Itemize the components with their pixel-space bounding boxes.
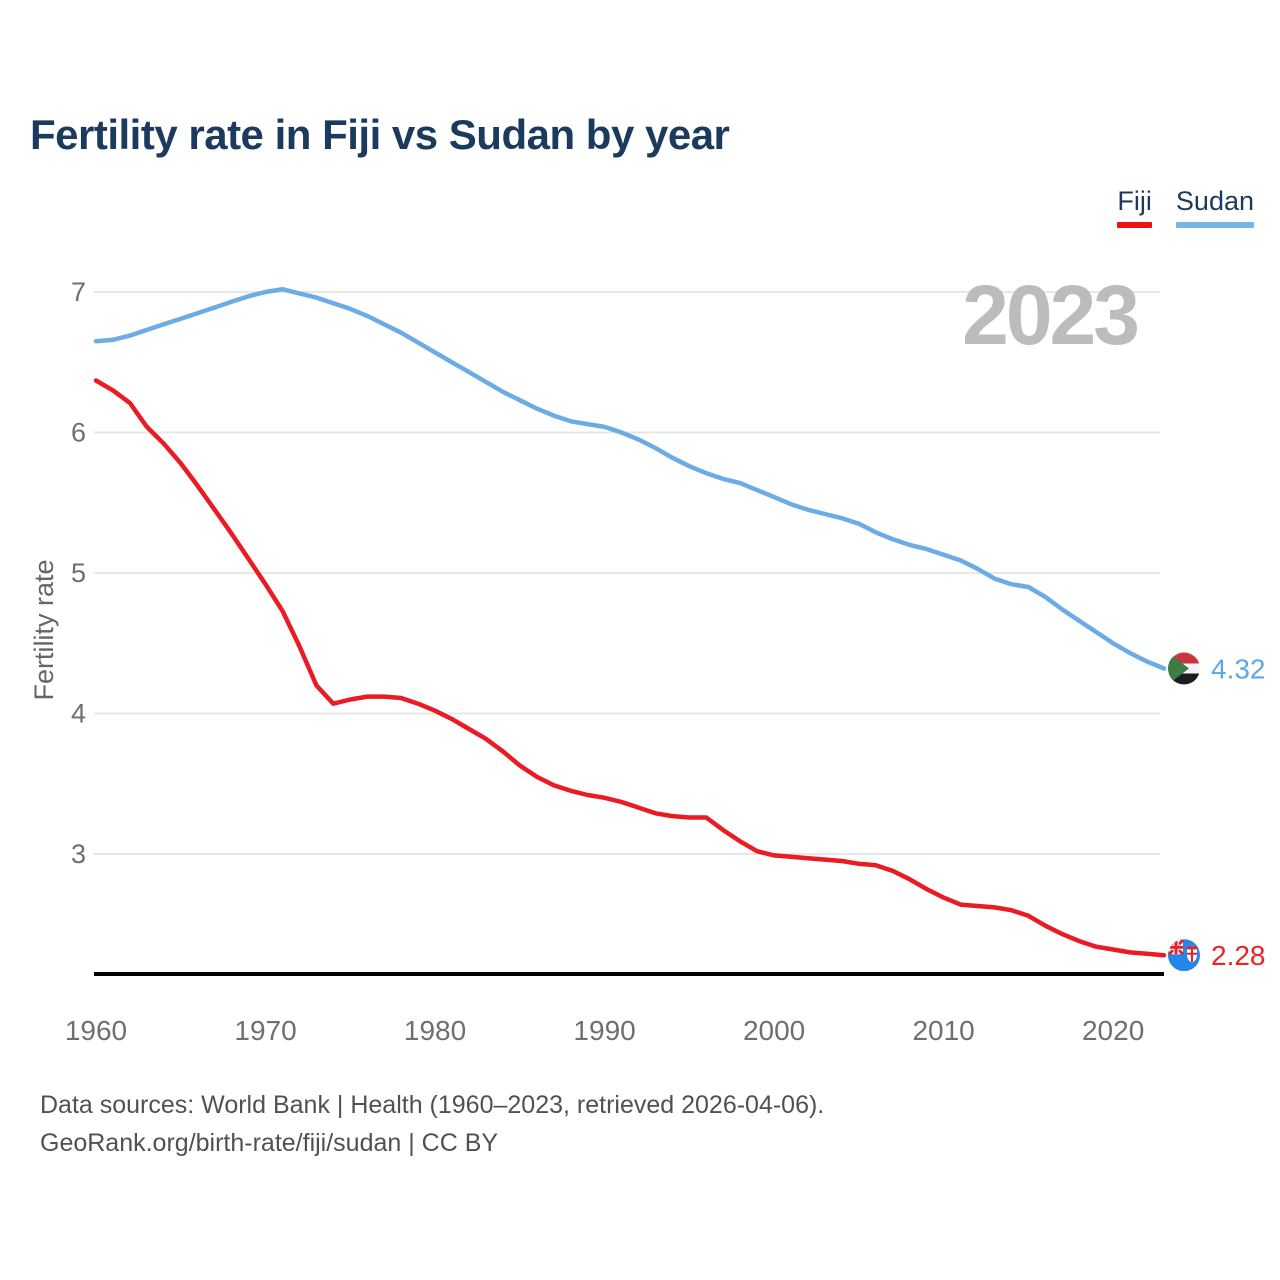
legend-item-fiji[interactable]: Fiji	[1117, 186, 1152, 228]
fiji-flag-icon	[1168, 939, 1200, 972]
legend-swatch-fiji	[1117, 222, 1152, 228]
x-tick-label-2020: 2020	[1082, 1015, 1144, 1046]
legend-swatch-sudan	[1175, 222, 1254, 228]
y-tick-label-6: 6	[71, 418, 86, 448]
legend-label-sudan: Sudan	[1175, 186, 1254, 216]
x-tick-label-1970: 1970	[234, 1015, 296, 1046]
license-line: GeoRank.org/birth-rate/fiji/sudan | CC B…	[40, 1129, 499, 1157]
y-tick-label-5: 5	[71, 558, 86, 588]
y-tick-label-7: 7	[71, 277, 86, 307]
x-tick-label-2010: 2010	[912, 1015, 974, 1046]
gridlines	[94, 291, 1160, 855]
sudan-line	[93, 286, 1167, 671]
y-axis-title: Fertility rate	[29, 559, 59, 700]
x-axis-line	[94, 972, 1164, 976]
attribution-footer: Data sources: World Bank | Health (1960–…	[40, 1086, 824, 1162]
legend-label-fiji: Fiji	[1117, 186, 1152, 216]
axis-tick-labels: 3 4 5 6 7 1960 1970 1980 1990 2000 2010 2020	[65, 277, 1144, 1046]
legend-item-sudan[interactable]: Sudan	[1175, 186, 1254, 228]
x-tick-label-1960: 1960	[65, 1015, 127, 1046]
x-tick-label-1980: 1980	[404, 1015, 466, 1046]
sudan-flag-icon	[1168, 652, 1200, 685]
fiji-end-label: 2.28	[1168, 939, 1266, 972]
x-tick-label-1990: 1990	[573, 1015, 635, 1046]
x-tick-label-2000: 2000	[743, 1015, 805, 1046]
data-sources-line: Data sources: World Bank | Health (1960–…	[40, 1091, 825, 1119]
series-lines	[93, 286, 1167, 958]
fiji-end-value: 2.28	[1211, 940, 1266, 971]
y-tick-label-4: 4	[71, 699, 86, 729]
fiji-line	[93, 378, 1167, 958]
y-tick-label-3: 3	[71, 839, 86, 869]
chart-legend: Fiji Sudan	[1117, 186, 1254, 228]
sudan-end-value: 4.32	[1211, 654, 1266, 685]
page-title: Fertility rate in Fiji vs Sudan by year	[30, 111, 730, 158]
year-watermark: 2023	[962, 268, 1137, 362]
sudan-end-label: 4.32	[1168, 652, 1266, 685]
